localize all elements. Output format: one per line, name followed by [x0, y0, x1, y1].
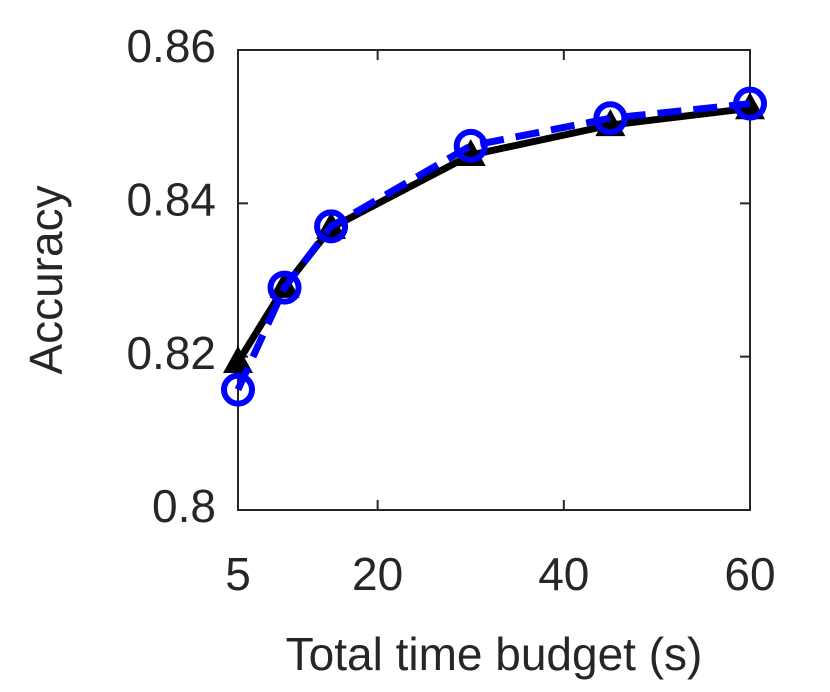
marker	[593, 101, 628, 136]
x-tick-label: 5	[225, 548, 251, 600]
marker	[733, 86, 767, 121]
y-tick-label: 0.82	[126, 327, 216, 379]
x-axis-label: Total time budget (s)	[286, 628, 703, 680]
x-tick-label: 60	[724, 548, 775, 600]
y-tick-label: 0.8	[152, 480, 216, 532]
series-line	[235, 104, 751, 364]
marker	[314, 209, 349, 244]
y-tick-label: 0.86	[126, 20, 216, 72]
y-tick-label: 0.84	[126, 173, 216, 225]
series-line	[234, 100, 751, 392]
marker	[453, 128, 488, 163]
marker	[267, 270, 302, 305]
marker	[221, 372, 255, 407]
y-axis-label: Accuracy	[20, 185, 72, 374]
plot-frame	[237, 49, 751, 511]
marker	[223, 346, 253, 374]
x-tick-label: 40	[538, 548, 589, 600]
x-tick-label: 20	[352, 548, 403, 600]
